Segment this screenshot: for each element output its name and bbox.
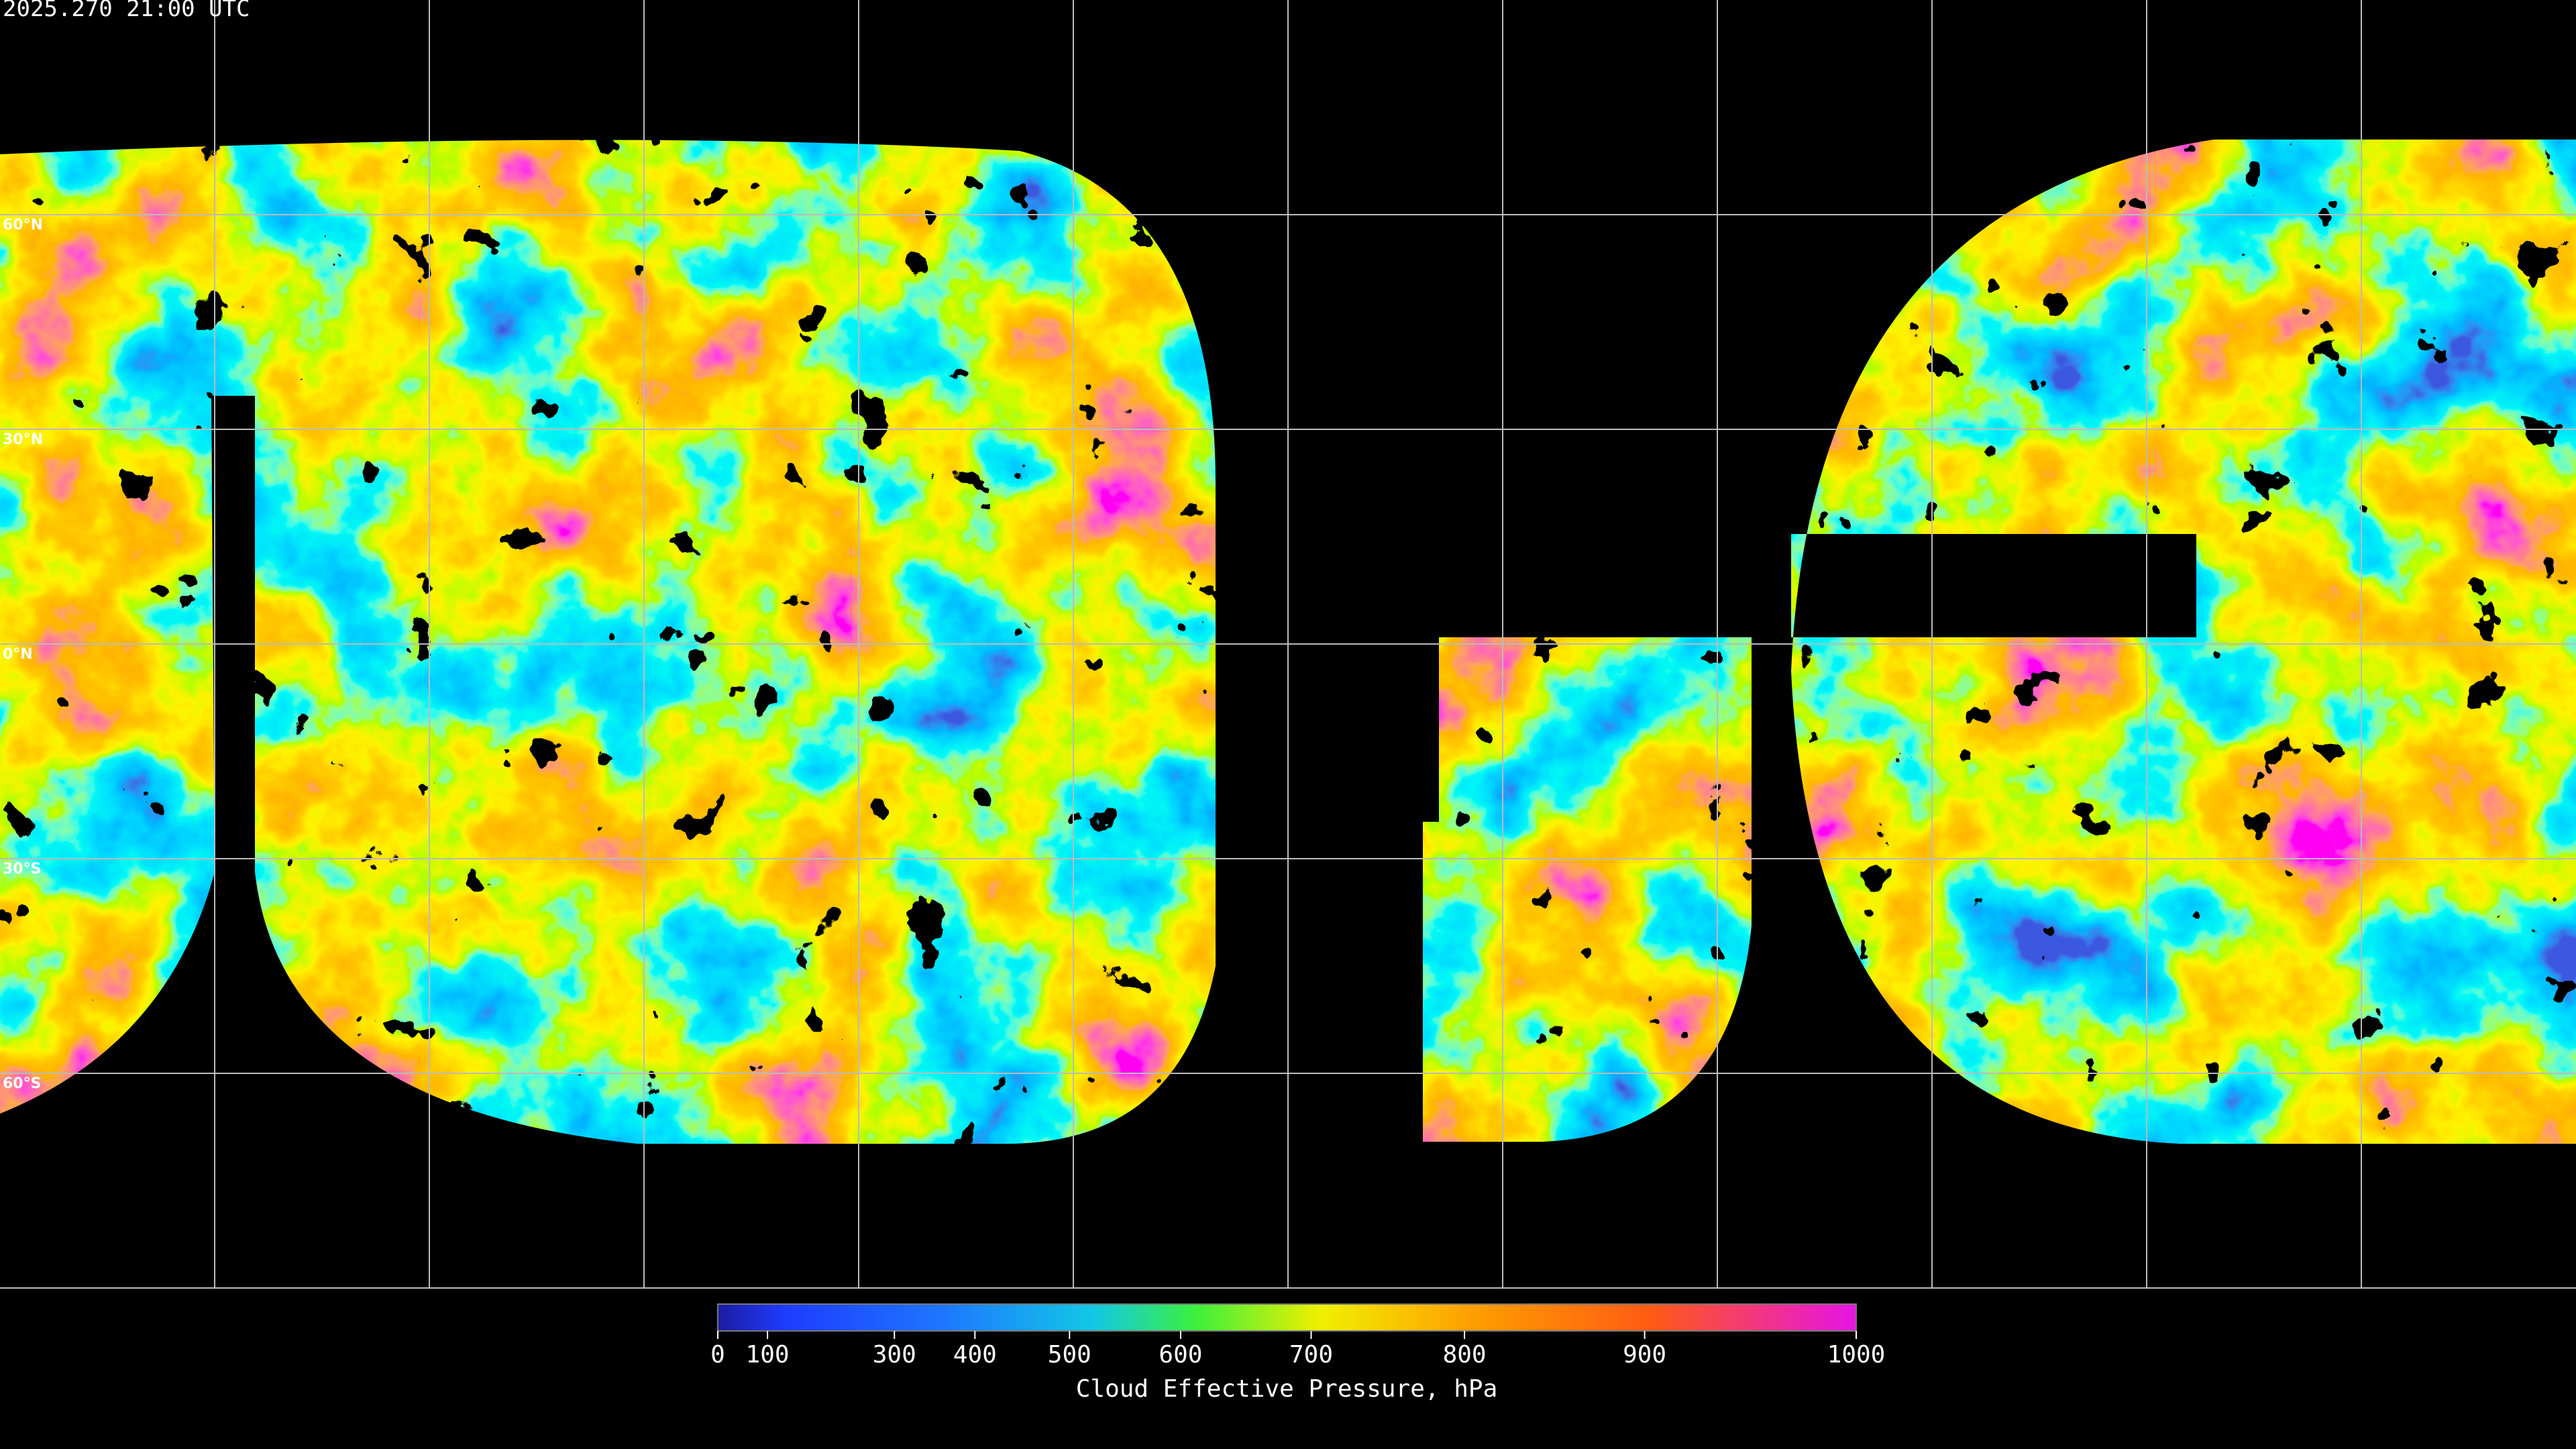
colorbar-tick-label: 800 <box>1443 1341 1487 1368</box>
colorbar-title: Cloud Effective Pressure, hPa <box>1076 1375 1498 1403</box>
colorbar <box>717 1303 1857 1332</box>
colorbar-tick-label: 600 <box>1159 1341 1202 1368</box>
colorbar-tick-label: 300 <box>873 1341 916 1368</box>
colorbar-ticks: 0 100 300 400 500 600 700 800 900 1000 <box>710 1331 1885 1368</box>
latitude-label: 60°S <box>3 1075 41 1092</box>
colorbar-tick-label: 0 <box>710 1341 725 1368</box>
latitude-label: 0°N <box>3 646 33 663</box>
latitude-label: 30°N <box>3 431 43 448</box>
colorbar-tick-label: 700 <box>1289 1341 1333 1368</box>
colorbar-tick-label: 900 <box>1623 1341 1666 1368</box>
graticule: 60°N 30°N 0°N 30°S 60°S <box>0 0 2576 1289</box>
timestamp: 2025.270 21:00 UTC <box>3 0 250 22</box>
colorbar-tick-label: 500 <box>1048 1341 1091 1368</box>
colorbar-tick-label: 1000 <box>1827 1341 1886 1368</box>
latitude-label: 60°N <box>3 217 43 233</box>
colorbar-tick-label: 400 <box>953 1341 997 1368</box>
colorbar-tick-label: 100 <box>746 1341 790 1368</box>
latitude-label: 30°S <box>3 861 41 877</box>
cloud-imagery <box>0 140 2576 1144</box>
